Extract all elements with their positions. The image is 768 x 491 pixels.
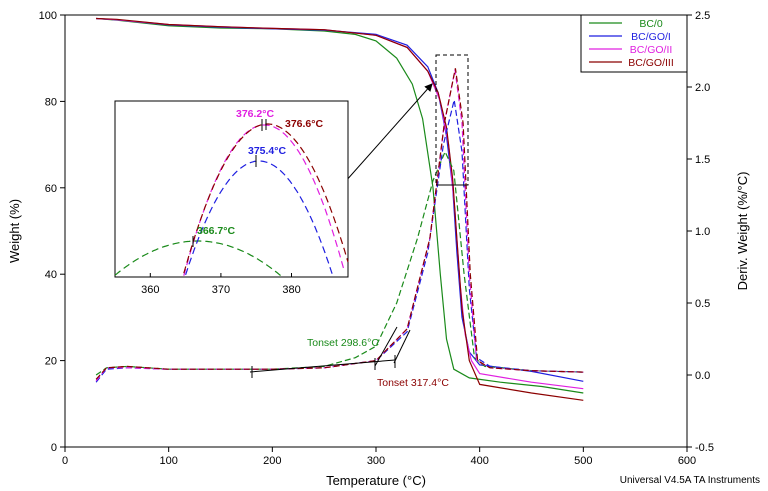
left-y-tick-label: 20 (45, 356, 57, 368)
x-tick-label: 500 (574, 455, 592, 467)
right-y-tick-label: 0.5 (695, 298, 710, 310)
x-tick-label: 200 (263, 455, 281, 467)
legend-label-bc-0: BC/0 (639, 18, 663, 30)
right-y-axis: -0.5 0.0 0.5 1.0 1.5 2.0 2.5 (687, 10, 714, 454)
instrument-footer: Universal V4.5A TA Instruments (620, 475, 760, 486)
peak-label-darkred: 376.6°C (285, 118, 323, 130)
left-y-tick-label: 100 (39, 10, 57, 22)
x-tick-label: 100 (159, 455, 177, 467)
peak-label-green: 366.7°C (197, 225, 235, 237)
inset-peak-markers (192, 119, 267, 247)
tonset-tangent-green (374, 326, 398, 367)
tonset-construction (249, 326, 411, 378)
left-y-tick-label: 80 (45, 96, 57, 108)
left-y-tick-label: 40 (45, 269, 57, 281)
tonset-label-green: Tonset 298.6°C (307, 337, 379, 349)
legend-label-bc-go-i: BC/GO/I (631, 31, 671, 43)
tonset-label-darkred: Tonset 317.4°C (377, 377, 449, 389)
x-tick-label: 0 (62, 455, 68, 467)
right-y-tick-label: -0.5 (695, 442, 714, 454)
x-tick-label: 400 (470, 455, 488, 467)
weight-line-bc-0 (96, 17, 584, 394)
right-y-axis-title: Deriv. Weight (%/°C) (735, 172, 750, 291)
inset-x-tick-label: 380 (282, 284, 300, 296)
right-y-tick-label: 1.0 (695, 226, 710, 238)
inset-x-tick-label: 360 (141, 284, 159, 296)
left-y-tick-label: 60 (45, 183, 57, 195)
peak-label-magenta: 376.2°C (236, 108, 274, 120)
right-y-tick-label: 2.5 (695, 10, 710, 22)
inset-line-bc-go-i (185, 160, 333, 275)
deriv-line-bc-go-iii (95, 68, 584, 380)
right-y-tick-label: 2.0 (695, 82, 710, 94)
inset-frame (114, 100, 349, 278)
inset-x-tick-label: 370 (212, 284, 230, 296)
left-y-axis-title: Weight (%) (7, 199, 22, 263)
weight-line-bc-go-iii (96, 17, 584, 401)
right-y-tick-label: 1.5 (695, 154, 710, 166)
legend-label-bc-go-iii: BC/GO/III (628, 57, 674, 69)
zoom-arrow (336, 83, 433, 192)
derivative-curves (95, 68, 584, 383)
inset-line-bc-go-ii (183, 124, 346, 276)
tonset-tangent-darkred (393, 329, 411, 364)
left-y-tick-label: 0 (51, 442, 57, 454)
right-y-tick-label: 0.0 (695, 370, 710, 382)
weight-curves (96, 17, 584, 401)
baseline-tangent-line (249, 359, 396, 373)
x-axis: 0 100 200 300 400 500 600 (62, 447, 696, 467)
x-tick-label: 300 (367, 455, 385, 467)
inset-x-axis: 360 370 380 (141, 273, 301, 296)
x-tick-label: 600 (678, 455, 696, 467)
deriv-line-bc-go-i (95, 99, 584, 383)
left-y-axis: 0 20 40 60 80 100 (39, 10, 65, 454)
peak-label-blue: 375.4°C (248, 145, 286, 157)
legend-label-bc-go-ii: BC/GO/II (630, 44, 673, 56)
x-axis-title: Temperature (°C) (326, 473, 426, 488)
